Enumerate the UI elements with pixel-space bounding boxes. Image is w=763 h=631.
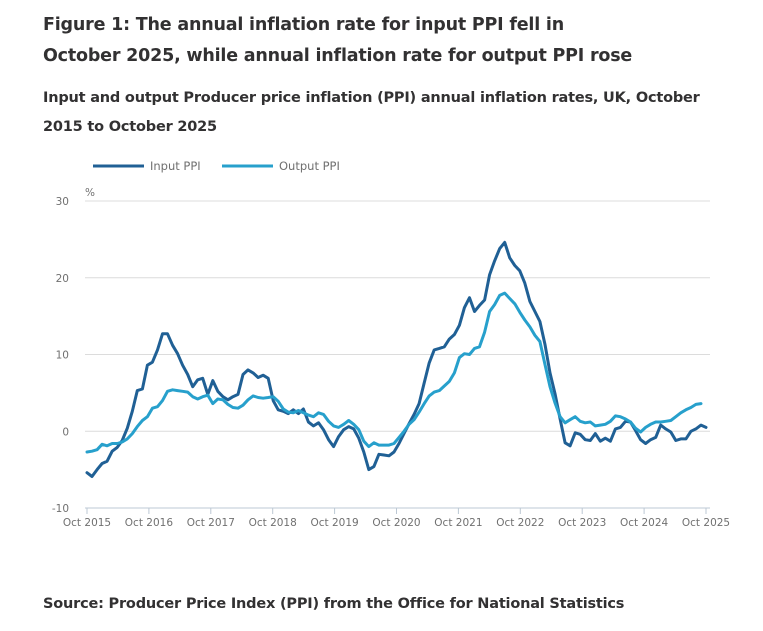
- legend-label: Input PPI: [150, 159, 201, 173]
- x-tick-label: Oct 2025: [682, 517, 730, 529]
- x-tick-label: Oct 2022: [496, 517, 544, 529]
- source-note: Source: Producer Price Index (PPI) from …: [43, 596, 625, 612]
- figure-title: Figure 1: The annual inflation rate for …: [43, 15, 633, 66]
- x-tick-label: Oct 2018: [249, 517, 297, 529]
- x-tick-label: Oct 2015: [63, 517, 111, 529]
- y-axis-unit-label: %: [85, 187, 95, 199]
- x-tick-label: Oct 2023: [558, 517, 606, 529]
- y-axis-ticks: -10 0 10 20 30: [52, 196, 69, 515]
- legend-item-output-ppi[interactable]: Output PPI: [222, 159, 340, 173]
- x-tick-label: Oct 2016: [125, 517, 174, 529]
- y-tick-label: 10: [56, 350, 69, 362]
- chart-subtitle: Input and output Producer price inflatio…: [43, 90, 700, 135]
- legend-item-input-ppi[interactable]: Input PPI: [93, 159, 201, 173]
- y-tick-label: -10: [52, 503, 69, 515]
- legend: Input PPI Output PPI: [93, 159, 340, 173]
- y-tick-label: 30: [56, 196, 69, 208]
- y-tick-label: 0: [62, 426, 69, 438]
- y-tick-label: 20: [56, 273, 69, 285]
- x-tick-label: Oct 2020: [372, 517, 420, 529]
- series-lines: [85, 240, 708, 478]
- x-tick-label: Oct 2017: [187, 517, 235, 529]
- series-line-input-ppi: [85, 240, 708, 478]
- series-line-output-ppi: [85, 291, 703, 454]
- gridlines: [85, 200, 710, 432]
- x-tick-label: Oct 2021: [434, 517, 482, 529]
- legend-label: Output PPI: [279, 159, 340, 173]
- x-tick-label: Oct 2024: [620, 517, 669, 529]
- x-tick-label: Oct 2019: [310, 517, 358, 529]
- x-axis: Oct 2015 Oct 2016 Oct 2017 Oct 2018 Oct 2019…: [63, 507, 730, 529]
